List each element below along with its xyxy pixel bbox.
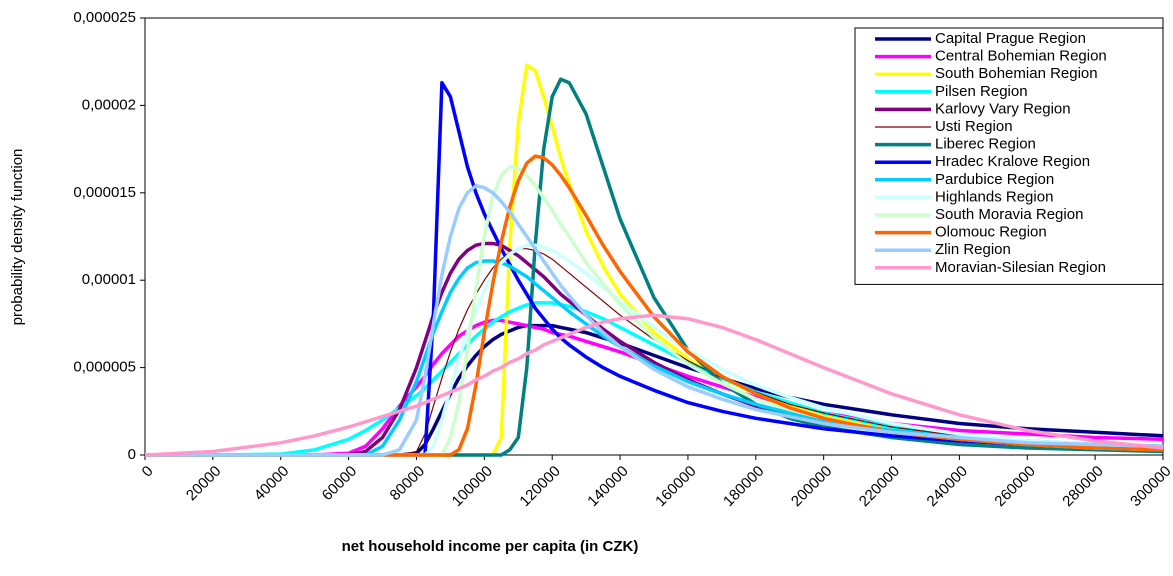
- legend-label: Moravian-Silesian Region: [935, 259, 1106, 276]
- series-line: [145, 154, 1164, 457]
- x-tick-label: 0: [139, 463, 157, 481]
- legend-label: Olomouc Region: [935, 224, 1047, 241]
- x-tick-label: 60000: [319, 463, 361, 505]
- y-tick-label: 0,00001: [82, 271, 136, 288]
- x-tick-label: 120000: [516, 463, 563, 510]
- legend-label: Usti Region: [935, 118, 1013, 135]
- legend-label: Pardubice Region: [935, 171, 1054, 188]
- y-tick-label: 0: [128, 446, 136, 463]
- legend-label: Zlin Region: [935, 241, 1011, 258]
- x-tick-label: 140000: [584, 463, 631, 510]
- x-tick-label: 280000: [1059, 463, 1106, 510]
- legend-label: South Moravia Region: [935, 206, 1083, 223]
- x-tick-label: 20000: [183, 463, 225, 505]
- legend-label: South Bohemian Region: [935, 65, 1098, 82]
- x-tick-label: 80000: [387, 463, 429, 505]
- legend-label: Karlovy Vary Region: [935, 100, 1071, 117]
- legend: [854, 27, 1164, 285]
- y-tick-label: 0,00002: [82, 96, 136, 113]
- x-tick-label: 100000: [449, 463, 496, 510]
- x-tick-label: 300000: [1127, 463, 1173, 510]
- legend-label: Liberec Region: [935, 136, 1036, 153]
- y-tick-label: 0,000015: [73, 184, 136, 201]
- series-line: [145, 184, 1164, 457]
- y-tick-label: 0,000005: [73, 359, 136, 376]
- legend-label: Pilsen Region: [935, 83, 1028, 100]
- x-tick-label: 160000: [652, 463, 699, 510]
- legend-label: Central Bohemian Region: [935, 48, 1107, 65]
- x-tick-label: 240000: [924, 463, 971, 510]
- x-tick-label: 200000: [788, 463, 835, 510]
- x-tick-label: 180000: [720, 463, 767, 510]
- legend-label: Hradec Kralove Region: [935, 153, 1090, 170]
- series-line: [144, 313, 1164, 457]
- x-tick-label: 220000: [856, 463, 903, 510]
- y-axis-title: probability density function: [9, 149, 26, 326]
- legend-label: Capital Prague Region: [935, 30, 1086, 47]
- x-tick-label: 40000: [251, 463, 293, 505]
- x-axis-title: net household income per capita (in CZK): [342, 538, 639, 555]
- y-tick-label: 0,000025: [73, 9, 136, 26]
- legend-label: Highlands Region: [935, 188, 1053, 205]
- x-tick-label: 260000: [991, 463, 1038, 510]
- series-line: [145, 259, 1164, 457]
